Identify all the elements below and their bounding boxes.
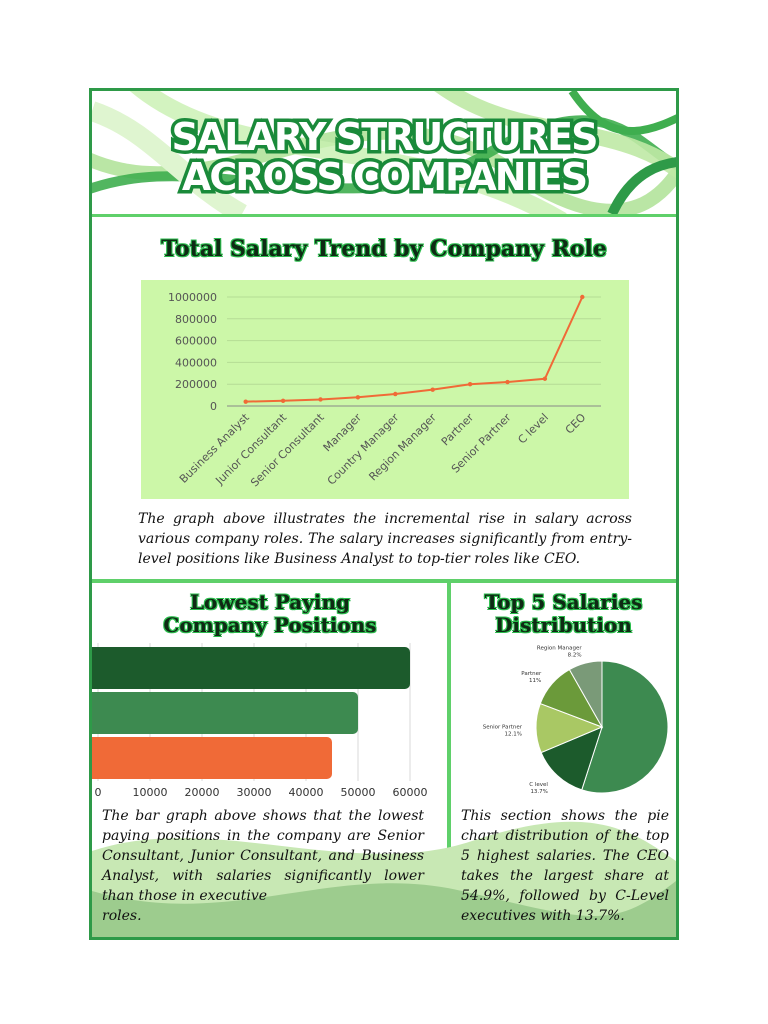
data-point	[467, 382, 473, 387]
trend-description: The graph above illustrates the incremen…	[138, 511, 632, 567]
y-tick-label: 0	[210, 400, 217, 413]
slice-percent: 12.1%	[505, 731, 522, 737]
bar	[92, 737, 332, 779]
top5-description: This section shows the pie chart distrib…	[461, 808, 669, 924]
page-title: SALARY STRUCTURES ACROSS COMPANIES	[92, 114, 676, 201]
pie-slice	[568, 660, 603, 729]
y-tick-label: 1000000	[168, 291, 217, 304]
x-tick-label: 0	[95, 786, 102, 798]
slice-percent: 13.7%	[530, 789, 547, 795]
slice-label: Partner	[521, 671, 542, 677]
y-tick-label: 400000	[175, 356, 217, 369]
data-point	[355, 395, 361, 400]
data-point	[430, 387, 435, 392]
trend-title: Total Salary Trend by Company Role	[161, 236, 607, 262]
lowest-description-text: The bar graph above shows that the lowes…	[102, 808, 424, 904]
slice-label: Region Manager	[537, 646, 582, 652]
slice-label: C level	[529, 782, 548, 788]
title-line-1: SALARY STRUCTURES	[168, 114, 602, 161]
x-tick-label: 10000	[133, 786, 168, 798]
top5-title-line-2: Distribution	[495, 613, 632, 637]
bar	[92, 692, 358, 734]
series-line	[245, 296, 584, 403]
y-tick-label: 600000	[175, 335, 217, 348]
x-tick-label: 60000	[393, 786, 428, 798]
decorative-waves	[92, 821, 676, 937]
header-banner: SALARY STRUCTURES ACROSS COMPANIES	[92, 91, 676, 217]
infographic-frame: SALARY STRUCTURES ACROSS COMPANIES Total…	[89, 88, 679, 940]
pie-slice	[581, 660, 669, 794]
x-tick-label: 40000	[289, 786, 324, 798]
column-divider	[447, 579, 451, 937]
lowest-title: Lowest Paying Company Positions	[92, 591, 448, 637]
top5-title-line-1: Top 5 Salaries	[484, 590, 643, 614]
title-line-2: ACROSS COMPANIES	[178, 154, 591, 201]
data-point	[542, 376, 548, 381]
lowest-title-line-1: Lowest Paying	[189, 590, 350, 614]
lowest-description: The bar graph above shows that the lowes…	[102, 806, 424, 926]
data-point	[243, 399, 248, 404]
data-point	[318, 397, 323, 402]
pie-slice	[540, 726, 603, 791]
top5-title: Top 5 Salaries Distribution	[451, 591, 676, 637]
x-tick-label: 30000	[237, 786, 272, 798]
slice-label: Senior Partner	[483, 724, 523, 730]
bar	[92, 647, 410, 689]
chart-background	[141, 280, 629, 499]
data-point	[505, 379, 510, 385]
data-point	[280, 398, 286, 403]
slice-percent: 8.2%	[568, 653, 582, 659]
y-tick-label: 200000	[175, 378, 217, 391]
lowest-title-line-2: Company Positions	[163, 613, 377, 637]
slice-percent: 11%	[529, 678, 541, 684]
x-tick-label: 50000	[341, 786, 376, 798]
x-tick-label: 20000	[185, 786, 220, 798]
lowest-description-end: roles.	[102, 908, 142, 924]
y-tick-label: 800000	[175, 313, 217, 326]
section-divider	[92, 579, 676, 583]
data-point	[580, 294, 585, 300]
data-point	[393, 391, 398, 397]
salary-trend-chart: 10000008000006000004000002000000Business…	[141, 280, 629, 499]
lowest-paying-bar-chart: 0 10000 20000 30000 40000 50000 60000	[92, 643, 428, 798]
decorative-swirl	[92, 91, 676, 214]
